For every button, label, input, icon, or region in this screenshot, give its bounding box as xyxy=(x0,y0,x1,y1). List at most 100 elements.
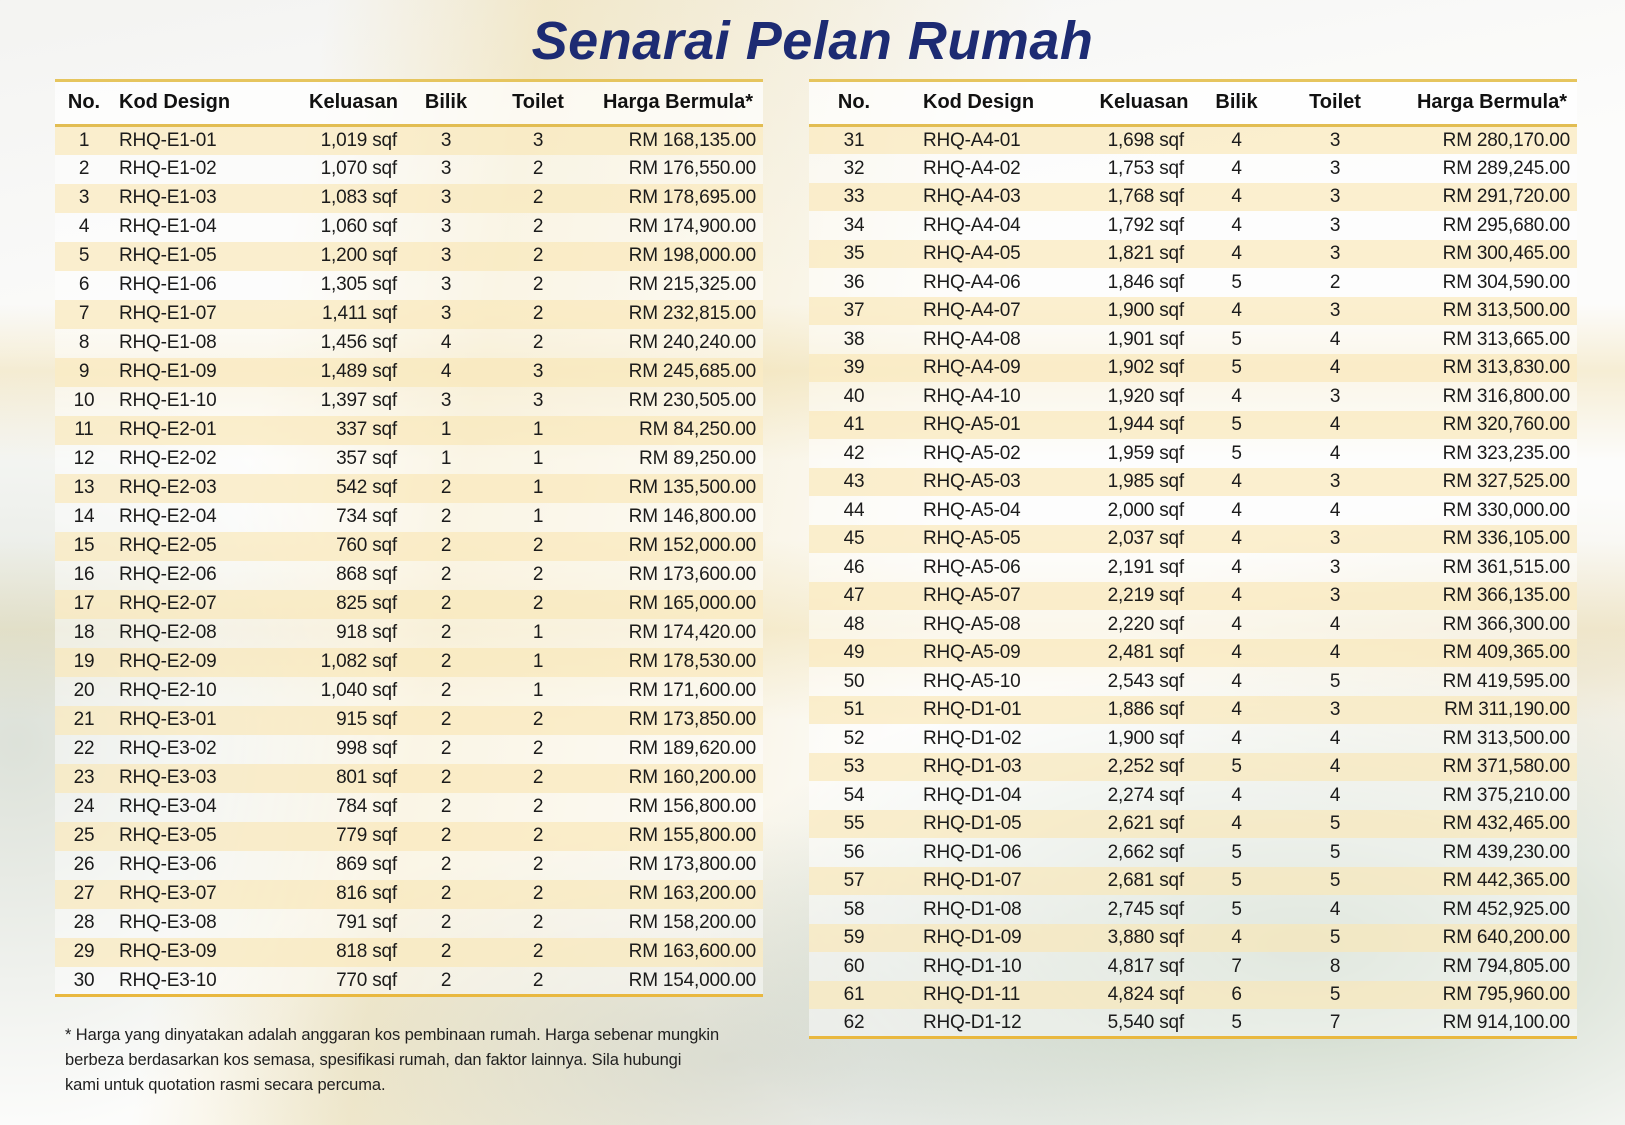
table-body-left: 1 RHQ-E1-01 1,019 sqf 3 3 RM 168,135.00 2 RHQ-E… xyxy=(55,125,763,998)
no-cell: 15 xyxy=(55,531,113,561)
bilik-cell: 4 xyxy=(1194,695,1279,725)
keluasan-cell: 1,846 sqf xyxy=(1094,268,1194,297)
bilik-cell: 2 xyxy=(407,502,485,532)
kod-design-cell: RHQ-A4-10 xyxy=(899,382,1094,411)
column-header-toilet: Toilet xyxy=(1279,79,1391,128)
keluasan-cell: 2,037 sqf xyxy=(1094,524,1194,554)
toilet-cell: 2 xyxy=(485,937,591,967)
no-cell: 6 xyxy=(55,270,113,300)
keluasan-cell: 760 sqf xyxy=(300,531,407,561)
toilet-cell: 2 xyxy=(485,763,591,793)
bilik-cell: 3 xyxy=(407,270,485,300)
no-cell: 21 xyxy=(55,705,113,735)
keluasan-cell: 542 sqf xyxy=(300,473,407,503)
table-row: 54 RHQ-D1-04 2,274 sqf 4 4 RM 375,210.00 xyxy=(809,781,1577,810)
table-row: 3 RHQ-E1-03 1,083 sqf 3 2 RM 178,695.00 xyxy=(55,183,763,213)
kod-design-cell: RHQ-E1-07 xyxy=(113,299,300,329)
table-row: 30 RHQ-E3-10 770 sqf 2 2 RM 154,000.00 xyxy=(55,966,763,998)
table-row: 19 RHQ-E2-09 1,082 sqf 2 1 RM 178,530.00 xyxy=(55,647,763,677)
table-row: 20 RHQ-E2-10 1,040 sqf 2 1 RM 171,600.00 xyxy=(55,676,763,706)
bilik-cell: 2 xyxy=(407,705,485,735)
no-cell: 9 xyxy=(55,357,113,387)
keluasan-cell: 1,768 sqf xyxy=(1094,182,1194,212)
table-row: 53 RHQ-D1-03 2,252 sqf 5 4 RM 371,580.00 xyxy=(809,752,1577,782)
harga-cell: RM 163,200.00 xyxy=(591,879,763,909)
table-row: 51 RHQ-D1-01 1,886 sqf 4 3 RM 311,190.00 xyxy=(809,695,1577,725)
bilik-cell: 2 xyxy=(407,618,485,648)
toilet-cell: 3 xyxy=(1279,467,1391,497)
table-row: 40 RHQ-A4-10 1,920 sqf 4 3 RM 316,800.00 xyxy=(809,382,1577,411)
harga-cell: RM 291,720.00 xyxy=(1391,182,1577,212)
no-cell: 10 xyxy=(55,386,113,416)
toilet-cell: 5 xyxy=(1279,809,1391,839)
table-row: 33 RHQ-A4-03 1,768 sqf 4 3 RM 291,720.00 xyxy=(809,182,1577,212)
toilet-cell: 1 xyxy=(485,676,591,706)
harga-cell: RM 313,500.00 xyxy=(1391,724,1577,753)
table-row: 37 RHQ-A4-07 1,900 sqf 4 3 RM 313,500.00 xyxy=(809,296,1577,326)
table-row: 17 RHQ-E2-07 825 sqf 2 2 RM 165,000.00 xyxy=(55,589,763,619)
keluasan-cell: 1,985 sqf xyxy=(1094,467,1194,497)
keluasan-cell: 1,959 sqf xyxy=(1094,439,1194,468)
house-plan-table-right: No. Kod Design Keluasan Bilik Toilet Har… xyxy=(809,79,1577,1040)
harga-cell: RM 154,000.00 xyxy=(591,966,763,998)
toilet-cell: 5 xyxy=(1279,866,1391,896)
no-cell: 61 xyxy=(809,980,899,1010)
keluasan-cell: 1,019 sqf xyxy=(300,125,407,155)
table-row: 48 RHQ-A5-08 2,220 sqf 4 4 RM 366,300.00 xyxy=(809,610,1577,639)
keluasan-cell: 1,083 sqf xyxy=(300,183,407,213)
no-cell: 59 xyxy=(809,923,899,953)
toilet-cell: 1 xyxy=(485,415,591,445)
no-cell: 3 xyxy=(55,183,113,213)
harga-cell: RM 189,620.00 xyxy=(591,734,763,764)
kod-design-cell: RHQ-E3-09 xyxy=(113,937,300,967)
table-row: 18 RHQ-E2-08 918 sqf 2 1 RM 174,420.00 xyxy=(55,618,763,648)
no-cell: 58 xyxy=(809,895,899,924)
toilet-cell: 2 xyxy=(485,792,591,822)
kod-design-cell: RHQ-A5-03 xyxy=(899,467,1094,497)
harga-cell: RM 304,590.00 xyxy=(1391,268,1577,297)
harga-cell: RM 174,420.00 xyxy=(591,618,763,648)
keluasan-cell: 2,543 sqf xyxy=(1094,667,1194,696)
kod-design-cell: RHQ-A5-08 xyxy=(899,610,1094,639)
table-row: 12 RHQ-E2-02 357 sqf 1 1 RM 89,250.00 xyxy=(55,444,763,474)
harga-cell: RM 419,595.00 xyxy=(1391,667,1577,696)
toilet-cell: 2 xyxy=(485,212,591,242)
no-cell: 60 xyxy=(809,952,899,981)
table-row: 13 RHQ-E2-03 542 sqf 2 1 RM 135,500.00 xyxy=(55,473,763,503)
bilik-cell: 4 xyxy=(1194,581,1279,611)
toilet-cell: 1 xyxy=(485,618,591,648)
harga-cell: RM 313,500.00 xyxy=(1391,296,1577,326)
bilik-cell: 4 xyxy=(407,328,485,358)
no-cell: 5 xyxy=(55,241,113,271)
bilik-cell: 4 xyxy=(1194,724,1279,753)
harga-cell: RM 311,190.00 xyxy=(1391,695,1577,725)
bilik-cell: 4 xyxy=(1194,524,1279,554)
toilet-cell: 4 xyxy=(1279,325,1391,354)
no-cell: 42 xyxy=(809,439,899,468)
no-cell: 51 xyxy=(809,695,899,725)
bilik-cell: 7 xyxy=(1194,952,1279,981)
toilet-cell: 2 xyxy=(485,589,591,619)
bilik-cell: 4 xyxy=(407,357,485,387)
harga-cell: RM 173,600.00 xyxy=(591,560,763,590)
harga-cell: RM 640,200.00 xyxy=(1391,923,1577,953)
no-cell: 27 xyxy=(55,879,113,909)
toilet-cell: 2 xyxy=(485,705,591,735)
harga-cell: RM 366,135.00 xyxy=(1391,581,1577,611)
toilet-cell: 2 xyxy=(485,908,591,938)
toilet-cell: 2 xyxy=(485,850,591,880)
table-row: 10 RHQ-E1-10 1,397 sqf 3 3 RM 230,505.00 xyxy=(55,386,763,416)
keluasan-cell: 1,060 sqf xyxy=(300,212,407,242)
no-cell: 43 xyxy=(809,467,899,497)
harga-cell: RM 171,600.00 xyxy=(591,676,763,706)
price-disclaimer-footnote: * Harga yang dinyatakan adalah anggaran … xyxy=(65,1026,720,1094)
table-row: 1 RHQ-E1-01 1,019 sqf 3 3 RM 168,135.00 xyxy=(55,125,763,155)
bilik-cell: 5 xyxy=(1194,410,1279,440)
table-row: 21 RHQ-E3-01 915 sqf 2 2 RM 173,850.00 xyxy=(55,705,763,735)
keluasan-cell: 1,900 sqf xyxy=(1094,296,1194,326)
harga-cell: RM 178,530.00 xyxy=(591,647,763,677)
no-cell: 19 xyxy=(55,647,113,677)
toilet-cell: 2 xyxy=(485,328,591,358)
toilet-cell: 2 xyxy=(485,270,591,300)
kod-design-cell: RHQ-A4-07 xyxy=(899,296,1094,326)
